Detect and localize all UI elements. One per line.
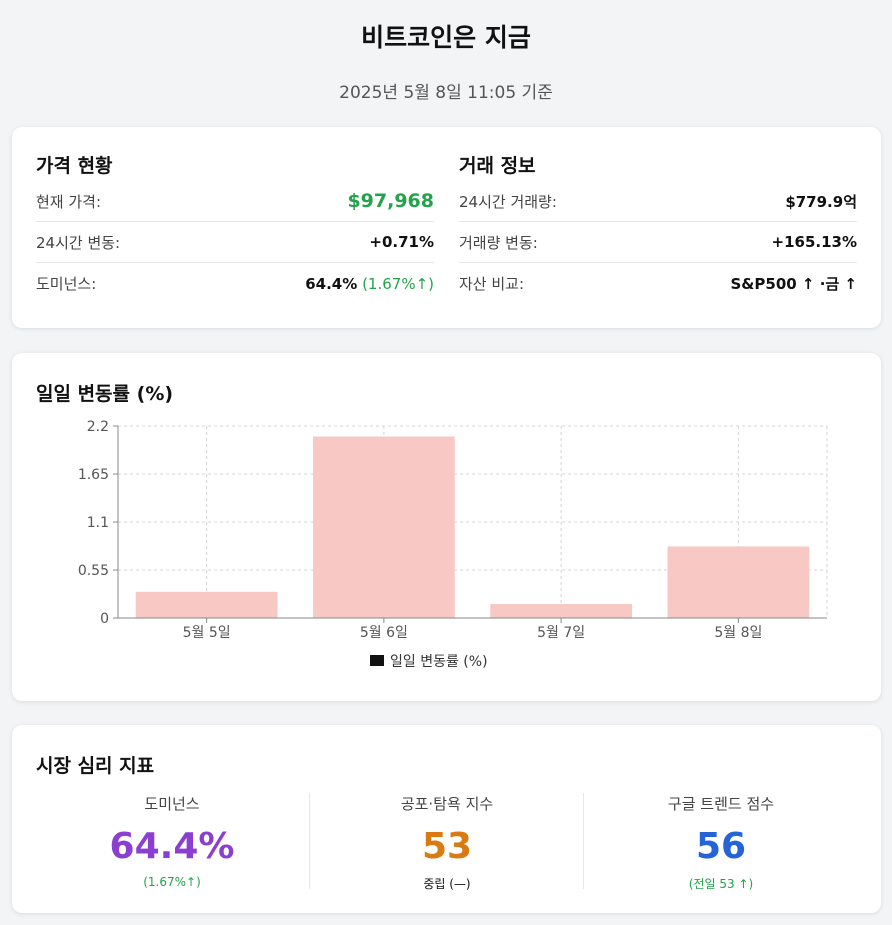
- price-status-section: 가격 현황 현재 가격: $97,968 24시간 변동: +0.71% 도미넌…: [36, 151, 434, 304]
- volume-24h-row: 24시간 거래량: $779.9억: [459, 181, 857, 222]
- volume-change-row: 거래량 변동: +165.13%: [459, 222, 857, 263]
- y-tick-label: 2.2: [87, 419, 109, 435]
- trade-info-section: 거래 정보 24시간 거래량: $779.9억 거래량 변동: +165.13%…: [459, 151, 857, 304]
- bar-5월 8일: [667, 546, 810, 618]
- metric-label: 공포·탐욕 지수: [400, 795, 494, 813]
- legend-label: 일일 변동률 (%): [390, 654, 488, 670]
- volume-change-label: 거래량 변동:: [459, 233, 538, 252]
- bar-5월 6일: [312, 436, 455, 618]
- sentiment-card: 시장 심리 지표 도미넌스 64.4% (1.67%↑) 공포·탐욕 지수 53…: [12, 725, 881, 913]
- price-status-title: 가격 현황: [36, 155, 113, 177]
- x-tick-label: 5월 7일: [537, 625, 585, 641]
- volume-24h-label: 24시간 거래량:: [459, 192, 557, 211]
- metric-sub: 중립 (—): [423, 877, 471, 891]
- metric-label: 도미넌스: [144, 795, 200, 813]
- volume-24h-value: $779.9억: [785, 192, 857, 211]
- asset-compare-label: 자산 비교:: [459, 275, 525, 293]
- x-tick-label: 5월 8일: [714, 625, 762, 641]
- metric-value: 64.4%: [109, 826, 235, 867]
- x-tick-label: 5월 6일: [360, 625, 408, 641]
- dominance-value-group: 64.4% (1.67%↑): [305, 275, 434, 293]
- current-price-label: 현재 가격:: [36, 192, 102, 211]
- sentiment-title: 시장 심리 지표: [36, 755, 155, 777]
- divider: [583, 793, 584, 889]
- y-tick-label: 0.55: [78, 563, 109, 579]
- change-24h-label: 24시간 변동:: [36, 233, 121, 252]
- bar-5월 5일: [135, 591, 278, 618]
- y-tick-label: 1.65: [78, 467, 109, 483]
- page-title: 비트코인은 지금: [361, 23, 531, 52]
- legend-swatch: [370, 655, 384, 666]
- metric-label: 구글 트렌드 점수: [667, 795, 775, 813]
- timestamp: 2025년 5월 8일 11:05 기준: [339, 83, 553, 103]
- metric-sub: (1.67%↑): [143, 875, 201, 889]
- dominance-change: (1.67%↑): [362, 274, 434, 293]
- y-tick-label: 1.1: [87, 515, 109, 531]
- metric-sub: (전일 53 ↑): [688, 877, 754, 891]
- divider: [309, 793, 310, 889]
- y-tick-label: 0: [100, 611, 109, 627]
- dominance-label: 도미넌스:: [36, 275, 97, 293]
- x-tick-label: 5월 5일: [183, 625, 231, 641]
- change-24h-value: +0.71%: [369, 233, 434, 251]
- bar-5월 7일: [490, 604, 633, 618]
- metric-google-trends: 구글 트렌드 점수 56 (전일 53 ↑): [586, 793, 856, 892]
- chart-card: 일일 변동률 (%) 0 0.55 1.1 1.65 2.2 5월 5일 5월 6일 5월 7…: [12, 353, 881, 701]
- asset-compare-value: S&P500 ↑ ·금 ↑: [730, 275, 858, 293]
- trade-info-title: 거래 정보: [459, 155, 536, 177]
- change-24h-row: 24시간 변동: +0.71%: [36, 222, 434, 263]
- current-price-value: $97,968: [347, 190, 434, 212]
- metric-value: 53: [421, 826, 473, 867]
- summary-card: 가격 현황 현재 가격: $97,968 24시간 변동: +0.71% 도미넌…: [12, 127, 881, 328]
- metric-fear-greed: 공포·탐욕 지수 53 중립 (—): [312, 793, 582, 892]
- metric-dominance: 도미넌스 64.4% (1.67%↑): [37, 793, 307, 889]
- current-price-row: 현재 가격: $97,968: [36, 181, 434, 222]
- metric-value: 56: [695, 826, 747, 867]
- dominance-value: 64.4%: [305, 274, 358, 293]
- asset-compare-row: 자산 비교: S&P500 ↑ ·금 ↑: [459, 263, 857, 304]
- volume-change-value: +165.13%: [771, 233, 857, 251]
- chart-title: 일일 변동률 (%): [36, 383, 174, 405]
- dominance-row: 도미넌스: 64.4% (1.67%↑): [36, 263, 434, 304]
